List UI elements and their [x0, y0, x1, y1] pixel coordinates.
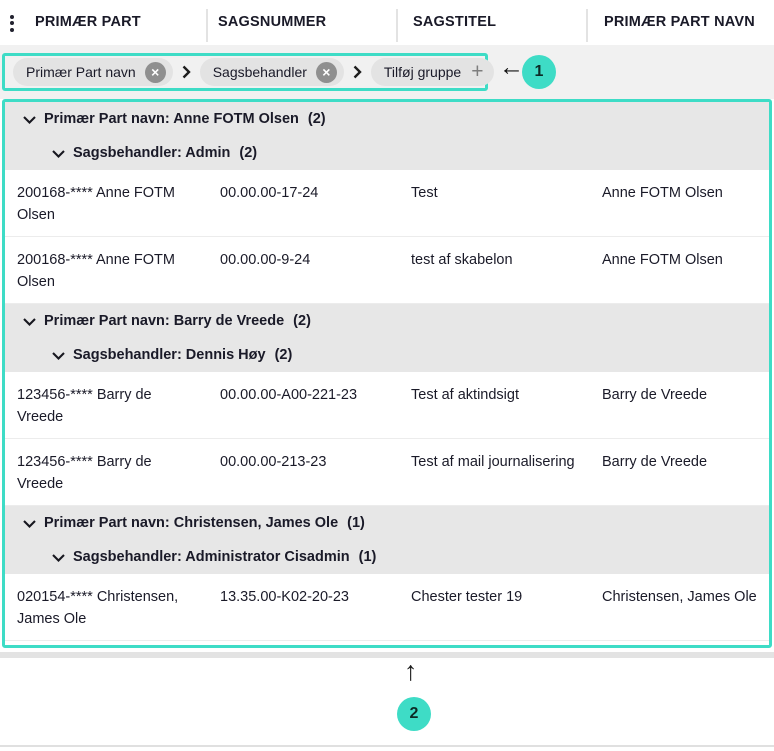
case-row[interactable]: 123456-**** Barry de Vreede 00.00.00-213…	[5, 439, 769, 506]
column-header-sagstitel[interactable]: SAGSTITEL	[413, 14, 497, 30]
chevron-down-icon[interactable]	[52, 553, 65, 562]
group-header-level1[interactable]: Primær Part navn: Anne FOTM Olsen (2)	[5, 102, 769, 136]
group-header-level1[interactable]: Primær Part navn: Christensen, James Ole…	[5, 506, 769, 540]
column-header-primaer-part[interactable]: PRIMÆR PART	[35, 14, 141, 30]
remove-group-icon[interactable]: ×	[144, 61, 166, 83]
group-count: (1)	[358, 549, 377, 565]
group-label: Sagsbehandler: Dennis Høy	[73, 347, 266, 363]
grouping-bar: Primær Part navn × Sagsbehandler × Tilfø…	[2, 53, 495, 91]
case-row[interactable]: 123456-**** Barry de Vreede 00.00.00-A00…	[5, 372, 769, 439]
cell-sagsnummer: 00.00.00-9-24	[220, 252, 311, 268]
cell-sagstitel: Test	[411, 185, 438, 201]
case-row[interactable]: 200168-**** Anne FOTM Olsen 00.00.00-17-…	[5, 170, 769, 237]
case-row[interactable]: 200168-**** Anne FOTM Olsen 00.00.00-9-2…	[5, 237, 769, 304]
column-header-row: PRIMÆR PART SAGSNUMMER SAGSTITEL PRIMÆR …	[0, 0, 774, 45]
scroll-up-arrow-icon[interactable]: ↑	[404, 656, 418, 686]
back-arrow-icon[interactable]: ←	[499, 53, 524, 81]
cell-primaer-part: 123456-**** Barry de Vreede	[17, 454, 152, 492]
column-separator	[206, 9, 208, 42]
column-separator	[586, 9, 588, 42]
cell-sagstitel: test af skabelon	[411, 252, 513, 268]
callout-badge-1: 1	[522, 55, 556, 89]
chevron-down-icon[interactable]	[23, 519, 36, 528]
chevron-right-icon	[182, 65, 191, 79]
chevron-down-icon[interactable]	[23, 115, 36, 124]
chevron-down-icon[interactable]	[23, 317, 36, 326]
group-label: Sagsbehandler: Admin	[73, 145, 231, 161]
cell-sagstitel: Test af mail journalisering	[411, 454, 575, 470]
cell-primaer-part-navn: Barry de Vreede	[602, 454, 708, 470]
group-header-level2[interactable]: Sagsbehandler: Admin (2)	[5, 136, 769, 170]
plus-icon[interactable]: +	[471, 59, 484, 83]
cell-sagsnummer: 13.35.00-K02-20-23	[220, 589, 349, 605]
remove-group-icon[interactable]: ×	[315, 61, 337, 83]
chevron-right-icon	[353, 65, 362, 79]
bottom-border-line	[0, 745, 774, 747]
group-count: (2)	[293, 313, 311, 329]
group-chip-sagsbehandler[interactable]: Sagsbehandler ×	[199, 58, 344, 86]
group-chip-primaer-part-navn[interactable]: Primær Part navn ×	[13, 58, 173, 86]
add-group-chip[interactable]: Tilføj gruppe +	[370, 58, 495, 86]
group-chip-label: Primær Part navn	[26, 64, 136, 80]
group-count: (2)	[239, 145, 258, 161]
group-count: (1)	[347, 515, 365, 531]
cell-primaer-part: 200168-**** Anne FOTM Olsen	[17, 252, 175, 290]
cell-primaer-part: 200168-**** Anne FOTM Olsen	[17, 185, 175, 223]
group-count: (2)	[307, 111, 326, 127]
cell-primaer-part: 123456-**** Barry de Vreede	[17, 387, 152, 425]
cell-sagsnummer: 00.00.00-A00-221-23	[220, 387, 358, 403]
chevron-down-icon[interactable]	[52, 351, 65, 360]
cell-primaer-part-navn: Christensen, James Ole	[602, 589, 757, 605]
column-header-sagsnummer[interactable]: SAGSNUMMER	[218, 14, 327, 30]
group-label: Primær Part navn: Anne FOTM Olsen	[44, 111, 299, 127]
group-header-level2[interactable]: Sagsbehandler: Administrator Cisadmin (1…	[5, 540, 769, 574]
group-label: Primær Part navn: Barry de Vreede	[44, 313, 285, 329]
chevron-down-icon[interactable]	[52, 149, 65, 158]
column-separator	[396, 9, 398, 42]
grouping-row: Primær Part navn × Sagsbehandler × Tilfø…	[0, 45, 774, 99]
callout-badge-2: 2	[397, 697, 431, 731]
cell-sagstitel: Chester tester 19	[411, 589, 523, 605]
cell-primaer-part-navn: Anne FOTM Olsen	[602, 252, 723, 268]
group-chip-label: Sagsbehandler	[212, 64, 307, 80]
results-grid: Primær Part navn: Anne FOTM Olsen (2) Sa…	[2, 99, 772, 648]
group-header-level2[interactable]: Sagsbehandler: Dennis Høy (2)	[5, 338, 769, 372]
group-label: Primær Part navn: Christensen, James Ole	[44, 515, 339, 531]
cell-primaer-part-navn: Anne FOTM Olsen	[602, 185, 723, 201]
group-chip-label: Tilføj gruppe	[383, 64, 462, 80]
cell-sagstitel: Test af aktindsigt	[411, 387, 519, 403]
group-header-level1[interactable]: Primær Part navn: Barry de Vreede (2)	[5, 304, 769, 338]
column-header-primaer-part-navn[interactable]: PRIMÆR PART NAVN	[604, 14, 755, 30]
cell-sagsnummer: 00.00.00-17-24	[220, 185, 319, 201]
cell-sagsnummer: 00.00.00-213-23	[220, 454, 327, 470]
group-label: Sagsbehandler: Administrator Cisadmin	[73, 549, 350, 565]
group-count: (2)	[274, 347, 293, 363]
cell-primaer-part-navn: Barry de Vreede	[602, 387, 708, 403]
bottom-divider	[0, 652, 774, 658]
case-row[interactable]: 020154-**** Christensen, James Ole 13.35…	[5, 574, 769, 641]
cell-primaer-part: 020154-**** Christensen, James Ole	[17, 589, 179, 627]
grid-menu-icon[interactable]	[7, 13, 17, 33]
